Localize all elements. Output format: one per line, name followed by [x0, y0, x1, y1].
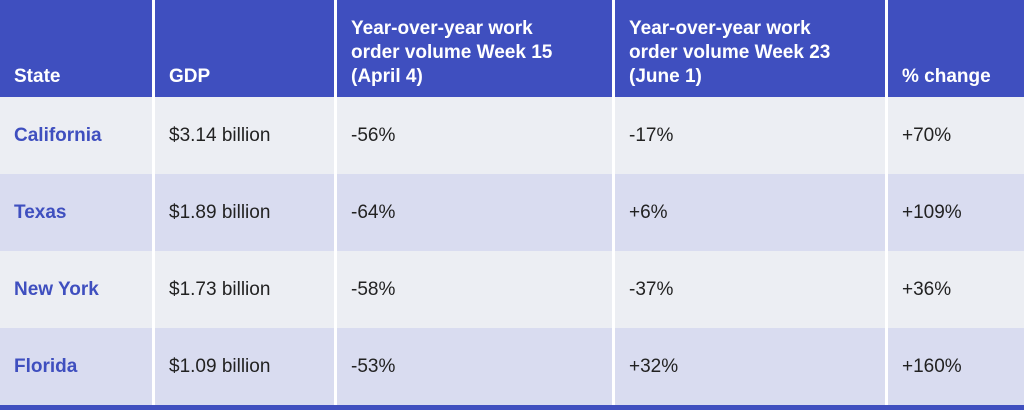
- data-cell-text: $1.73 billion: [169, 278, 271, 300]
- state-cell-text: Florida: [14, 355, 78, 377]
- data-cell: +70%: [888, 97, 1024, 174]
- state-cell-text: Texas: [14, 201, 67, 223]
- data-cell: +32%: [615, 328, 888, 405]
- data-cell: +109%: [888, 174, 1024, 251]
- data-cell-text: -56%: [351, 124, 396, 146]
- data-cell-text: $1.89 billion: [169, 201, 271, 223]
- data-cell-text: -64%: [351, 201, 396, 223]
- data-cell-text: $3.14 billion: [169, 124, 271, 146]
- data-cell: $1.89 billion: [155, 174, 337, 251]
- data-cell-text: +6%: [629, 201, 668, 223]
- header-cell-text: Year-over-year work order volume Week 15…: [351, 18, 553, 87]
- state-cell: Texas: [0, 174, 155, 251]
- data-cell: -58%: [337, 251, 615, 328]
- data-cell: $1.73 billion: [155, 251, 337, 328]
- header-cell-text: State: [14, 66, 61, 87]
- header-cell: GDP: [155, 0, 337, 97]
- data-cell: +6%: [615, 174, 888, 251]
- data-cell: -64%: [337, 174, 615, 251]
- header-cell: % change: [888, 0, 1024, 97]
- state-cell-text: California: [14, 124, 102, 146]
- data-cell-text: -37%: [629, 278, 674, 300]
- data-cell-text: -53%: [351, 355, 396, 377]
- state-cell: Florida: [0, 328, 155, 405]
- data-cell: -37%: [615, 251, 888, 328]
- header-cell: State: [0, 0, 155, 97]
- data-cell-text: +36%: [902, 278, 952, 300]
- header-cell: Year-over-year work order volume Week 15…: [337, 0, 615, 97]
- data-cell-text: -58%: [351, 278, 396, 300]
- data-cell-text: +109%: [902, 201, 962, 223]
- data-cell: +36%: [888, 251, 1024, 328]
- header-cell-text: GDP: [169, 66, 211, 87]
- data-cell: -53%: [337, 328, 615, 405]
- header-cell: Year-over-year work order volume Week 23…: [615, 0, 888, 97]
- data-cell-text: +70%: [902, 124, 952, 146]
- state-cell: New York: [0, 251, 155, 328]
- state-cell-text: New York: [14, 278, 99, 300]
- header-cell-text: % change: [902, 66, 991, 87]
- data-cell: $1.09 billion: [155, 328, 337, 405]
- data-cell: -17%: [615, 97, 888, 174]
- data-cell: -56%: [337, 97, 615, 174]
- data-cell: $3.14 billion: [155, 97, 337, 174]
- data-cell-text: +160%: [902, 355, 962, 377]
- header-cell-text: Year-over-year work order volume Week 23…: [629, 18, 831, 87]
- data-cell-text: -17%: [629, 124, 674, 146]
- data-cell-text: $1.09 billion: [169, 355, 271, 377]
- data-cell: +160%: [888, 328, 1024, 405]
- state-cell: California: [0, 97, 155, 174]
- data-cell-text: +32%: [629, 355, 679, 377]
